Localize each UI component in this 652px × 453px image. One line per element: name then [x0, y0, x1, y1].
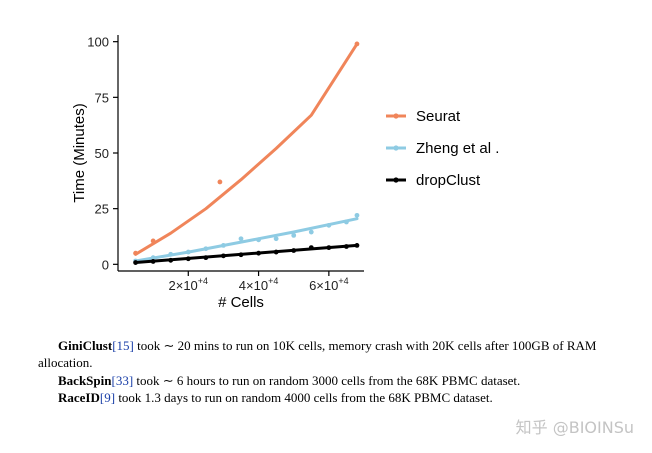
series-line-seurat — [134, 42, 359, 256]
caption-giniclust-name: GiniClust — [58, 338, 113, 353]
caption-raceid-name: RaceID — [58, 390, 100, 405]
caption-backspin-text: took ∼ 6 hours to run on random 3000 cel… — [133, 373, 521, 388]
data-point-dropclust — [256, 250, 261, 256]
data-point-zheng-et-al — [221, 242, 226, 248]
data-point-seurat — [133, 250, 138, 256]
caption-giniclust: GiniClust[15] took ∼ 20 mins to run on 1… — [38, 337, 638, 371]
data-point-dropclust — [185, 256, 191, 262]
x-ticks: 2×10+4 4×10+4 6×10+4 — [169, 271, 349, 293]
data-point-seurat — [217, 179, 223, 185]
caption-raceid-ref[interactable]: [9] — [99, 390, 116, 405]
data-point-dropclust — [344, 244, 349, 249]
legend-marker-zheng-et-al — [393, 145, 399, 151]
chart: 0 25 50 75 100 2×10+4 4×10+4 6×10+4 Time (Minu… — [71, 35, 499, 311]
caption-raceid: RaceID[9] took 1.3 days to run on random… — [58, 389, 652, 406]
watermark: 知乎 @BIOINSu — [515, 418, 634, 437]
y-tick-label: 50 — [95, 146, 109, 161]
y-axis-title: Time (Minutes) — [71, 103, 88, 202]
legend-label-seurat: Seurat — [416, 108, 461, 125]
legend-marker-dropclust — [393, 177, 399, 183]
caption-backspin-name: BackSpin — [58, 373, 112, 388]
legend-label-dropclust: dropClust — [416, 172, 481, 189]
data-point-zheng-et-al — [238, 236, 244, 242]
x-tick-label: 4×10+4 — [239, 276, 279, 293]
data-point-dropclust — [238, 252, 244, 258]
plot-area — [133, 41, 360, 265]
caption-giniclust-ref[interactable]: [15] — [112, 338, 134, 353]
data-point-seurat — [354, 41, 360, 47]
legend-label-zheng-et-al: Zheng et al . — [416, 140, 499, 157]
data-point-zheng-et-al — [273, 236, 279, 242]
y-tick-label: 25 — [95, 202, 109, 217]
data-point-zheng-et-al — [291, 232, 297, 238]
data-point-dropclust — [273, 249, 279, 255]
data-point-zheng-et-al — [354, 212, 360, 218]
data-point-dropclust — [168, 257, 174, 263]
data-point-zheng-et-al — [185, 249, 191, 255]
y-tick-label: 0 — [102, 257, 109, 272]
y-ticks: 0 25 50 75 100 — [87, 35, 118, 272]
caption-giniclust-text: took ∼ 20 mins to run on 10K cells, memo… — [38, 338, 597, 370]
data-point-zheng-et-al — [256, 237, 261, 243]
data-point-dropclust — [133, 260, 138, 265]
x-tick-label: 2×10+4 — [169, 276, 209, 293]
data-point-zheng-et-al — [150, 255, 156, 261]
caption-backspin: BackSpin[33] took ∼ 6 hours to run on ra… — [58, 372, 652, 389]
data-point-zheng-et-al — [308, 229, 314, 235]
data-point-seurat — [150, 238, 156, 244]
data-point-dropclust — [150, 259, 156, 264]
data-point-zheng-et-al — [326, 222, 332, 228]
legend-marker-seurat — [393, 113, 399, 119]
x-tick-label: 6×10+4 — [309, 276, 349, 293]
data-point-zheng-et-al — [344, 219, 349, 225]
data-point-dropclust — [291, 248, 297, 253]
data-point-dropclust — [308, 245, 314, 251]
data-point-zheng-et-al — [168, 251, 174, 257]
x-axis-title: # Cells — [218, 294, 264, 311]
data-point-dropclust — [221, 253, 226, 259]
y-tick-label: 75 — [95, 90, 109, 105]
data-point-zheng-et-al — [203, 246, 209, 252]
caption-raceid-text: took 1.3 days to run on random 4000 cell… — [115, 390, 493, 405]
data-point-dropclust — [326, 245, 332, 251]
data-point-dropclust — [203, 255, 209, 261]
legend: Seurat Zheng et al . dropClust — [386, 108, 499, 189]
caption-backspin-ref[interactable]: [33] — [111, 373, 134, 388]
y-tick-label: 100 — [87, 35, 109, 50]
data-point-dropclust — [354, 242, 360, 248]
